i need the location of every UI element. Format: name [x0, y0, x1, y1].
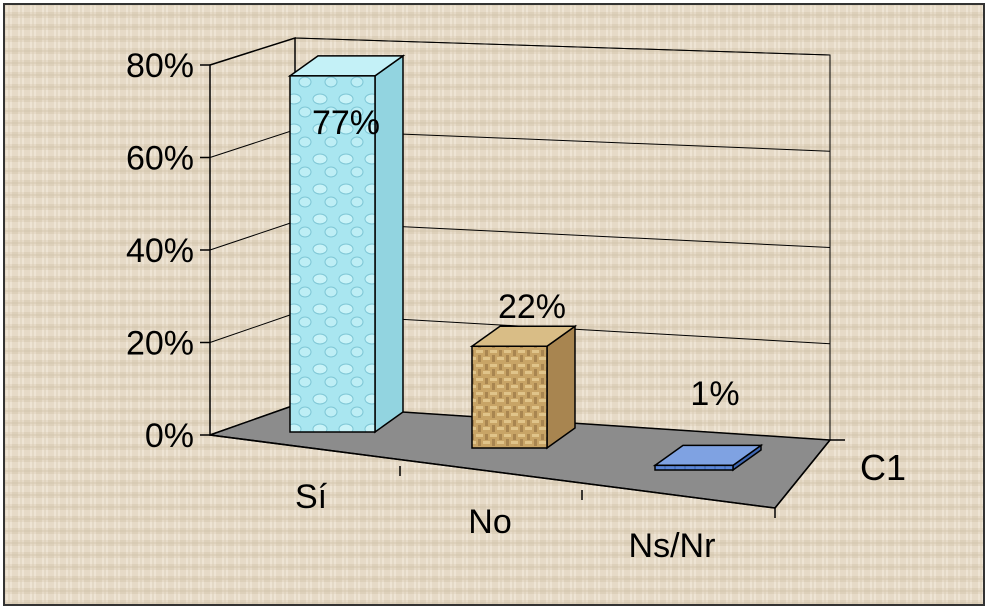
x-tick-label: No [468, 503, 511, 541]
x-tick-label: Ns/Nr [629, 527, 716, 565]
bars: 77% 22% 1% [287, 54, 764, 472]
depth-axis-label: C1 [860, 447, 906, 488]
gridline-side [209, 37, 296, 66]
data-label: 22% [498, 288, 566, 326]
bar-no: 22% [469, 288, 578, 450]
gridline-side [209, 221, 296, 251]
bar-si-front [289, 75, 376, 433]
data-label: 1% [690, 375, 739, 413]
y-tick-label: 20% [126, 325, 194, 363]
bar-ns-nr: 1% [652, 375, 764, 472]
y-tick-label: 40% [126, 232, 194, 270]
y-axis-ticks: 0% 20% 40% 60% 80% [126, 47, 210, 455]
bar-no-front [471, 345, 548, 449]
y-tick-label: 60% [126, 140, 194, 178]
gridline-side [209, 129, 296, 158]
chart-background [3, 3, 985, 606]
y-tick-label: 0% [145, 417, 194, 455]
x-axis-ticks: Sí No Ns/Nr [295, 466, 776, 565]
gridline-back [294, 37, 831, 56]
gridline-side [209, 312, 296, 343]
y-tick-label: 80% [126, 47, 194, 85]
bar-no-side [546, 324, 576, 450]
data-label: 77% [312, 104, 380, 142]
x-tick-label: Sí [295, 478, 328, 516]
bar-si: 77% [287, 54, 406, 434]
bar-ns-nr-front [654, 464, 734, 471]
